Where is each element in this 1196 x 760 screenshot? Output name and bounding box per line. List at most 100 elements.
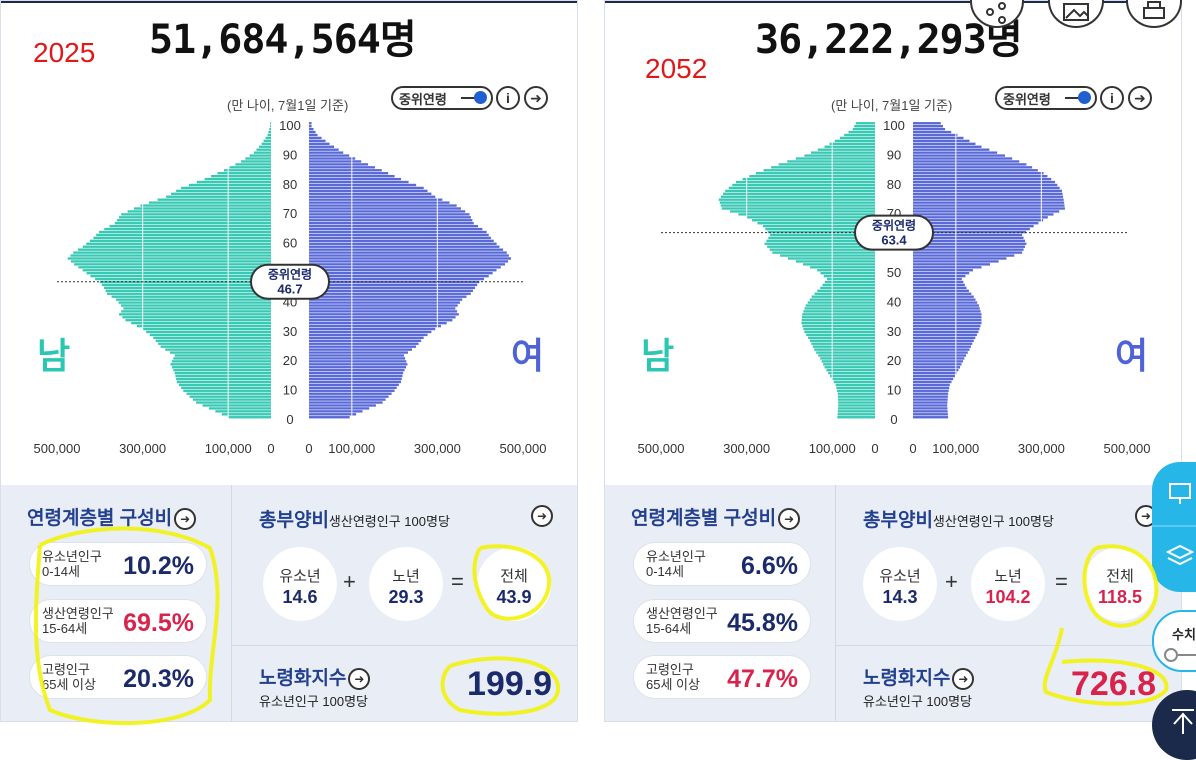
working-ratio-value: 45.8% (727, 609, 798, 637)
male-bar (265, 136, 271, 140)
female-bar (309, 242, 497, 245)
female-bar (309, 198, 443, 201)
female-bar (913, 151, 998, 154)
median-age-badge-label: 중위연령 (872, 218, 916, 233)
numeric-toggle-label: 수치 (1172, 627, 1196, 642)
female-bar (913, 336, 976, 340)
dependency-title-text: 총부양비 (863, 510, 933, 531)
scroll-top-button[interactable] (1152, 690, 1196, 760)
male-bar (767, 245, 875, 248)
total-dependency-circle: 전체 118.5 (1083, 547, 1157, 621)
age-composition-title-text: 연령계층별 구성비 (631, 508, 777, 529)
info-icon[interactable]: i (1100, 86, 1124, 110)
print-icon[interactable] (1126, 0, 1182, 28)
female-bar (913, 292, 972, 295)
male-bar (146, 330, 271, 334)
female-bar (913, 160, 1020, 163)
male-bar (830, 374, 875, 378)
age-tick-label: 70 (283, 206, 297, 221)
toggle-knob[interactable] (1078, 91, 1091, 104)
female-bar (913, 363, 962, 366)
elderly-ratio-range: 65세 이상 (646, 677, 700, 692)
female-bar (913, 357, 965, 360)
elderly-ratio-value: 47.7% (727, 665, 798, 693)
female-bar (309, 398, 386, 401)
male-bar (802, 313, 875, 316)
male-bar (772, 251, 875, 254)
male-bar (270, 125, 271, 128)
female-bar (309, 269, 497, 272)
male-bar (809, 298, 875, 301)
female-bar (309, 371, 404, 375)
female-bar (913, 277, 962, 281)
male-bar (78, 266, 272, 269)
female-bar (309, 180, 409, 184)
male-bar (125, 319, 271, 322)
image-save-icon[interactable] (1048, 0, 1104, 28)
female-bar (309, 248, 504, 251)
median-age-badge-label: 중위연령 (268, 267, 312, 282)
age-composition-arrow-icon[interactable]: ➜ (778, 507, 801, 530)
arrow-right-icon[interactable]: ➜ (1128, 86, 1152, 110)
image-glyph (1063, 3, 1089, 21)
male-label: 남 (37, 335, 71, 376)
female-bar (913, 230, 1026, 234)
male-bar (824, 145, 875, 148)
female-bar (309, 295, 467, 298)
aging-index-arrow-icon[interactable]: ➜ (348, 667, 371, 690)
male-bar (249, 154, 271, 157)
stats-area: 연령계층별 구성비 ➜ 유소년인구 0-14세 6.6% 생산연령인구 15-64세 … (605, 485, 1181, 721)
female-bar (913, 313, 982, 316)
equals-sign: = (451, 569, 464, 594)
median-age-badge (250, 263, 330, 300)
median-age-toggle[interactable]: 중위연령 (995, 86, 1097, 110)
female-bar (913, 189, 1062, 193)
layers-icon (1165, 544, 1195, 560)
arrow-right-icon[interactable]: ➜ (524, 86, 548, 110)
female-bar (913, 310, 981, 313)
male-bar (269, 127, 271, 131)
share-icon[interactable] (970, 0, 1024, 28)
male-bar (183, 389, 271, 392)
female-bar (309, 130, 316, 134)
age-composition-arrow-icon[interactable]: ➜ (174, 507, 197, 530)
female-bar (913, 166, 1033, 169)
info-icon[interactable]: i (496, 86, 520, 110)
male-bar (173, 369, 271, 372)
youth-dependency-circle: 유소년 14.3 (863, 547, 937, 621)
female-bar (309, 301, 460, 304)
numeric-toggle-knob[interactable] (1164, 648, 1178, 662)
age-tick-label: 40 (887, 294, 901, 309)
median-age-toggle[interactable]: 중위연령 (391, 86, 493, 110)
working-ratio-item: 생산연령인구 15-64세 45.8% (633, 599, 811, 643)
female-bar (309, 192, 432, 195)
female-bar (309, 154, 350, 157)
male-bar (223, 169, 271, 172)
female-bar (913, 321, 982, 325)
female-bar (309, 413, 357, 416)
male-bar (816, 351, 875, 354)
female-bar (309, 342, 419, 345)
female-bar (309, 292, 471, 295)
female-bar (309, 319, 453, 322)
age-basis-note: (만 나이, 7월1일 기준) (227, 98, 349, 113)
female-bar (309, 316, 456, 319)
plus-sign: + (343, 569, 356, 594)
youth-ratio-item: 유소년인구 0-14세 10.2% (29, 542, 207, 586)
male-bar (852, 127, 875, 131)
year-label: 2052 (645, 53, 708, 84)
female-bar (309, 351, 409, 354)
male-bar (111, 295, 271, 298)
female-bar (913, 269, 973, 272)
elderly-dependency-label: 노년 (392, 568, 420, 585)
dependency-arrow-icon[interactable]: ➜ (531, 505, 553, 527)
male-bar (176, 189, 271, 193)
dependency-subtitle: 생산연령인구 100명당 (932, 514, 1054, 529)
toggle-knob[interactable] (474, 91, 487, 104)
aging-index-arrow-icon[interactable]: ➜ (952, 667, 975, 690)
male-bar (720, 204, 875, 207)
male-bar (778, 163, 875, 166)
female-bar (309, 172, 389, 175)
male-bar (718, 198, 875, 201)
female-bar (309, 324, 441, 328)
